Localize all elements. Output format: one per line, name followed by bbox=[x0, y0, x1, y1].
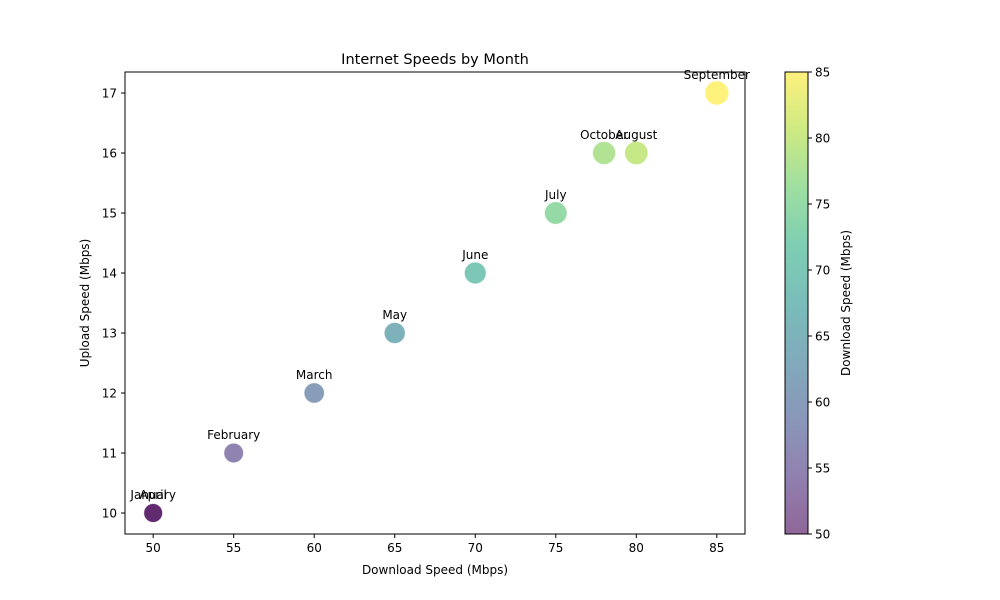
point-label-march: March bbox=[296, 368, 333, 382]
y-tick-label: 14 bbox=[102, 267, 117, 281]
colorbar-tick-label: 60 bbox=[815, 396, 830, 410]
data-point-july bbox=[543, 201, 568, 225]
data-point-june bbox=[463, 261, 487, 285]
colorbar-tick-label: 50 bbox=[815, 528, 830, 542]
x-tick-label: 75 bbox=[548, 541, 563, 555]
x-tick-label: 60 bbox=[307, 541, 322, 555]
point-label-april: April bbox=[139, 488, 166, 502]
y-axis-title: Upload Speed (Mbps) bbox=[78, 239, 92, 368]
y-tick-label: 11 bbox=[102, 447, 117, 461]
point-label-june: June bbox=[461, 248, 488, 262]
x-tick-label: 85 bbox=[709, 541, 724, 555]
colorbar-tick-label: 75 bbox=[815, 198, 830, 212]
y-axis: 10 11 12 13 14 15 16 17 bbox=[102, 87, 125, 521]
x-tick-label: 50 bbox=[146, 541, 161, 555]
colorbar-tick-label: 55 bbox=[815, 462, 830, 476]
y-tick-label: 13 bbox=[102, 327, 117, 341]
y-tick-label: 10 bbox=[102, 507, 117, 521]
data-point-april bbox=[143, 503, 164, 523]
colorbar-tick-label: 70 bbox=[815, 264, 830, 278]
data-point-may bbox=[383, 321, 406, 345]
point-label-october: October bbox=[580, 128, 628, 142]
plot-frame bbox=[124, 71, 746, 535]
point-label-may: May bbox=[382, 308, 407, 322]
colorbar bbox=[784, 71, 809, 535]
y-tick-label: 17 bbox=[102, 87, 117, 101]
point-label-september: September bbox=[684, 68, 750, 82]
x-tick-label: 80 bbox=[629, 541, 644, 555]
colorbar-title: Download Speed (Mbps) bbox=[839, 230, 853, 376]
colorbar-tick-label: 65 bbox=[815, 330, 830, 344]
data-point-september bbox=[704, 80, 730, 106]
colorbar-tick-label: 85 bbox=[815, 66, 830, 80]
point-label-july: July bbox=[544, 188, 567, 202]
x-tick-label: 55 bbox=[226, 541, 241, 555]
x-axis-title: Download Speed (Mbps) bbox=[362, 563, 508, 577]
data-point-october bbox=[592, 140, 617, 166]
x-tick-label: 70 bbox=[468, 541, 483, 555]
chart-title: Internet Speeds by Month bbox=[341, 52, 529, 68]
data-point-february bbox=[223, 442, 245, 464]
x-tick-label: 65 bbox=[387, 541, 402, 555]
point-label-august: August bbox=[615, 128, 657, 142]
data-points bbox=[143, 80, 730, 523]
point-label-january: January bbox=[129, 488, 176, 502]
x-axis: 50 55 60 65 70 75 80 85 bbox=[146, 534, 724, 555]
y-tick-label: 12 bbox=[102, 387, 117, 401]
point-label-february: February bbox=[207, 428, 260, 442]
data-point-march bbox=[303, 382, 325, 404]
y-tick-label: 16 bbox=[102, 147, 117, 161]
y-tick-label: 15 bbox=[102, 207, 117, 221]
colorbar-tick-label: 80 bbox=[815, 132, 830, 146]
data-point-august bbox=[624, 140, 649, 166]
colorbar-axis: 50 55 60 65 70 75 80 85 bbox=[808, 66, 830, 542]
